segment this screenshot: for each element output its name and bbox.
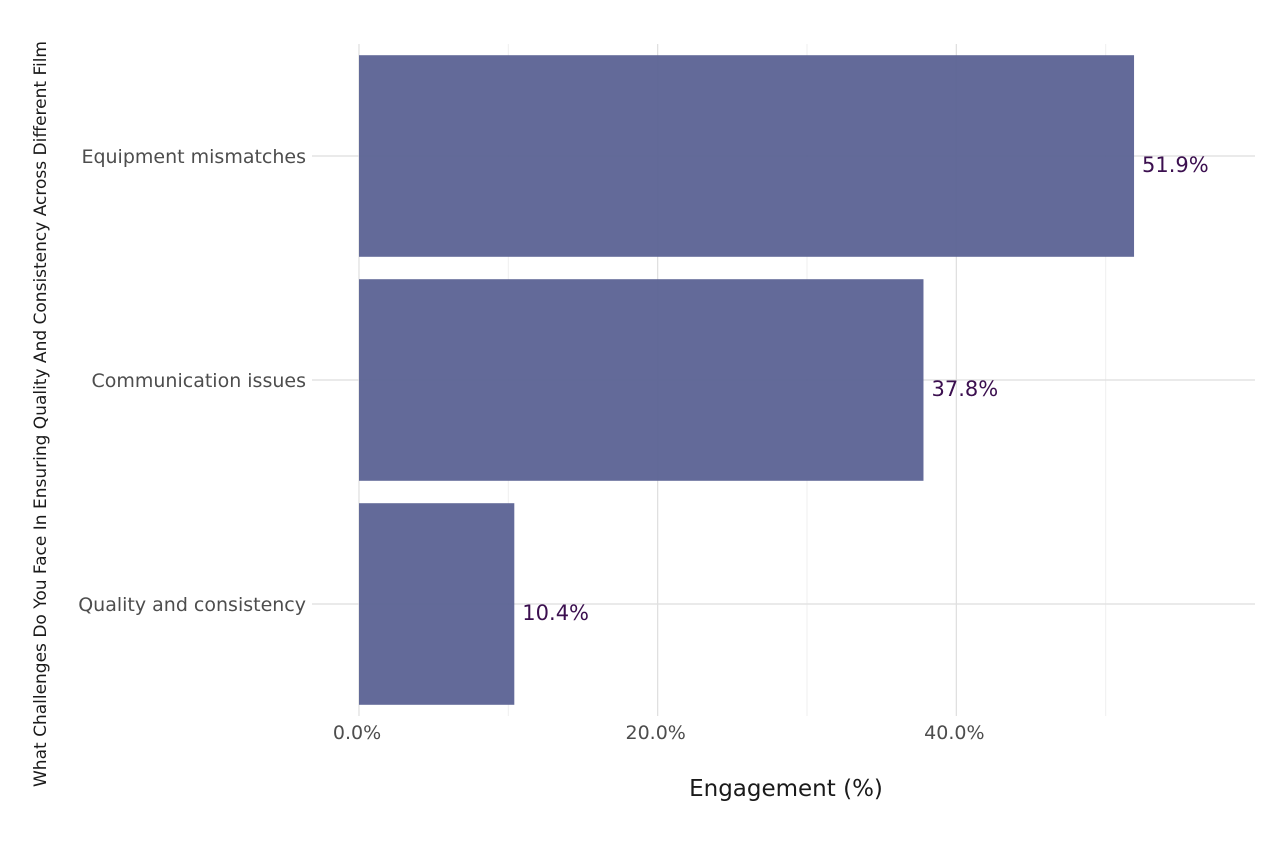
bar-value-label: 37.8% <box>931 377 998 401</box>
bar <box>359 503 515 705</box>
bar <box>359 279 924 481</box>
x-axis-title: Engagement (%) <box>689 776 883 802</box>
x-tick-label: 20.0% <box>625 722 685 744</box>
y-tick-label: Equipment mismatches <box>81 146 306 168</box>
value-labels: 51.9% 37.8% 10.4% <box>522 153 1208 625</box>
x-axis-tick-labels: 0.0% 20.0% 40.0% <box>333 722 985 744</box>
bars <box>359 55 1135 705</box>
x-tick-label: 0.0% <box>333 722 381 744</box>
y-axis-title: What Challenges Do You Face In Ensuring … <box>31 41 51 787</box>
bar-value-label: 51.9% <box>1142 153 1209 177</box>
bar-value-label: 10.4% <box>522 601 589 625</box>
x-tick-label: 40.0% <box>924 722 984 744</box>
y-axis-tick-labels: Equipment mismatches Communication issues… <box>78 146 306 616</box>
y-tick-label: Communication issues <box>91 370 306 392</box>
bar <box>359 55 1135 257</box>
y-tick-label: Quality and consistency <box>78 594 306 616</box>
